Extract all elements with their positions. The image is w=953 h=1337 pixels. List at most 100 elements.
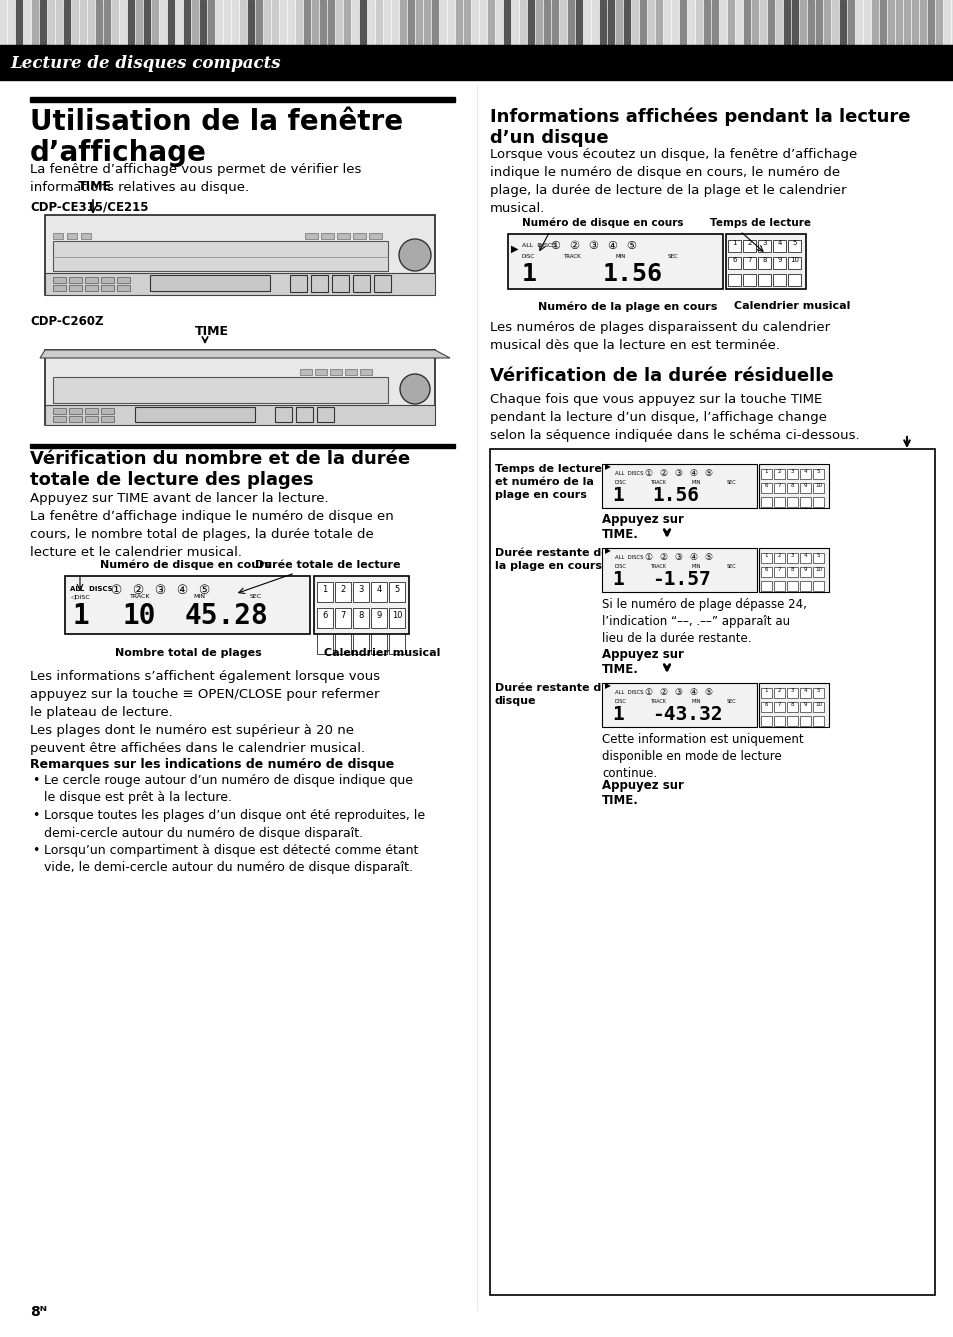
Bar [812,483,823,493]
Text: 7: 7 [777,567,781,572]
Bar [479,0,485,45]
Bar [671,0,678,45]
Text: 10: 10 [814,567,821,572]
Bar [800,689,810,698]
Text: Durée restante de
la plage en cours: Durée restante de la plage en cours [495,548,608,571]
Bar [0,45,953,80]
Text: ALL  DISCS: ALL DISCS [521,243,556,247]
Bar [687,0,693,45]
Bar [656,0,661,45]
Bar [136,0,142,45]
Bar [760,554,771,563]
Text: 9: 9 [777,257,781,263]
Bar [416,0,421,45]
Bar [760,469,771,479]
Bar [305,233,317,239]
Bar [274,406,292,422]
Text: 2: 2 [340,586,345,594]
Bar [759,683,828,727]
Bar [727,257,740,269]
Text: 10: 10 [814,483,821,488]
Bar [45,405,435,425]
Bar [647,0,654,45]
Text: Utilisation de la fenêtre
d’affichage: Utilisation de la fenêtre d’affichage [30,108,403,167]
Text: DISC: DISC [615,564,626,570]
Bar [840,0,845,45]
Bar [280,0,286,45]
Text: 1.56: 1.56 [651,487,699,505]
Bar [316,406,334,422]
Bar [215,0,222,45]
Bar [353,634,369,654]
Bar [767,0,773,45]
Bar [175,0,182,45]
Bar [823,0,829,45]
Text: 8ᴺ: 8ᴺ [30,1305,47,1320]
Bar [758,257,770,269]
Bar [800,0,805,45]
Bar [389,582,405,602]
Text: TRACK: TRACK [562,254,580,259]
Bar [45,350,435,425]
Bar [871,0,877,45]
Bar [288,0,294,45]
Text: 9: 9 [803,483,806,488]
Bar [335,582,351,602]
Bar [200,0,206,45]
Bar [128,0,133,45]
Text: 9: 9 [803,567,806,572]
Bar [760,483,771,493]
Bar [423,0,430,45]
Text: 4: 4 [803,554,806,558]
Bar [786,689,797,698]
Bar [316,634,333,654]
Text: 7: 7 [340,611,345,620]
Bar [80,0,86,45]
Text: •: • [32,809,39,822]
Bar [623,0,629,45]
Bar [150,275,270,291]
Text: Appuyez sur
TIME.: Appuyez sur TIME. [601,779,683,808]
Text: TRACK: TRACK [649,699,665,705]
Text: DISC: DISC [521,254,535,259]
Text: Vérification du nombre et de la durée
totale de lecture des plages: Vérification du nombre et de la durée to… [30,451,410,489]
Bar [773,554,784,563]
Text: 7: 7 [777,483,781,488]
Bar [371,608,387,628]
Bar [117,285,130,291]
Bar [879,0,885,45]
Bar [389,634,405,654]
Bar [927,0,933,45]
Text: 3: 3 [790,554,794,558]
Bar [786,483,797,493]
Bar [519,0,525,45]
Bar [432,0,437,45]
Text: ②: ② [568,241,578,251]
Bar [53,408,66,414]
Bar [48,0,54,45]
Bar [727,0,733,45]
Text: Lorsque vous écoutez un disque, la fenêtre d’affichage
indique le numéro de disq: Lorsque vous écoutez un disque, la fenêt… [490,148,857,215]
Circle shape [399,374,430,404]
Bar [53,416,66,422]
Text: MIN: MIN [193,594,205,599]
Bar [353,233,366,239]
Text: SEC: SEC [726,564,736,570]
Text: 2: 2 [777,554,781,558]
Text: ②: ② [659,689,666,697]
Bar [951,0,953,45]
Bar [772,257,785,269]
Bar [773,717,784,726]
Bar [184,0,190,45]
Bar [304,0,310,45]
Bar [800,717,810,726]
Text: 5: 5 [816,554,820,558]
Bar [786,717,797,726]
Bar [527,0,534,45]
Bar [760,582,771,591]
Text: ④: ④ [606,241,617,251]
Text: ③: ③ [673,689,681,697]
Bar [773,497,784,507]
Text: ▶: ▶ [511,243,518,254]
Bar [371,634,387,654]
